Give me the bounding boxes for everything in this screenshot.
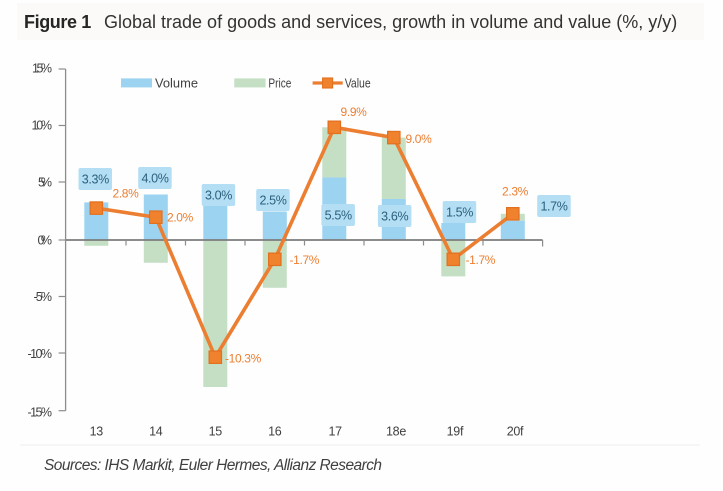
svg-text:2.0%: 2.0% [167,211,194,225]
svg-text:3.3%: 3.3% [82,173,109,187]
svg-text:3.6%: 3.6% [381,210,408,224]
svg-text:19f: 19f [447,425,464,439]
svg-text:-5%: -5% [34,290,53,304]
svg-text:13: 13 [90,425,104,439]
svg-text:14: 14 [149,425,163,439]
svg-text:5.5%: 5.5% [325,209,352,223]
svg-text:-10%: -10% [28,347,53,361]
svg-text:-1.7%: -1.7% [290,253,320,267]
svg-text:-1.7%: -1.7% [466,253,496,267]
svg-text:1.5%: 1.5% [446,206,473,220]
svg-text:1.7%: 1.7% [540,200,567,214]
svg-text:2.8%: 2.8% [113,187,140,201]
svg-text:3.0%: 3.0% [205,189,232,203]
svg-text:9.9%: 9.9% [341,105,368,119]
svg-text:2.3%: 2.3% [502,185,529,199]
svg-text:10%: 10% [32,119,53,133]
svg-text:16: 16 [268,425,282,439]
svg-text:Value: Value [345,77,371,91]
svg-text:15: 15 [209,425,223,439]
svg-text:9.0%: 9.0% [406,132,433,146]
svg-text:15%: 15% [32,62,52,76]
svg-text:Volume: Volume [155,77,198,91]
svg-text:5%: 5% [38,176,52,190]
svg-text:4.0%: 4.0% [141,172,168,186]
svg-text:0%: 0% [38,234,53,248]
svg-text:Price: Price [268,77,291,91]
svg-text:-15%: -15% [28,406,53,420]
svg-text:20f: 20f [507,425,524,439]
svg-text:18e: 18e [386,425,406,439]
svg-text:17: 17 [329,425,343,439]
svg-text:-10.3%: -10.3% [225,352,262,366]
svg-text:2.5%: 2.5% [259,194,286,208]
